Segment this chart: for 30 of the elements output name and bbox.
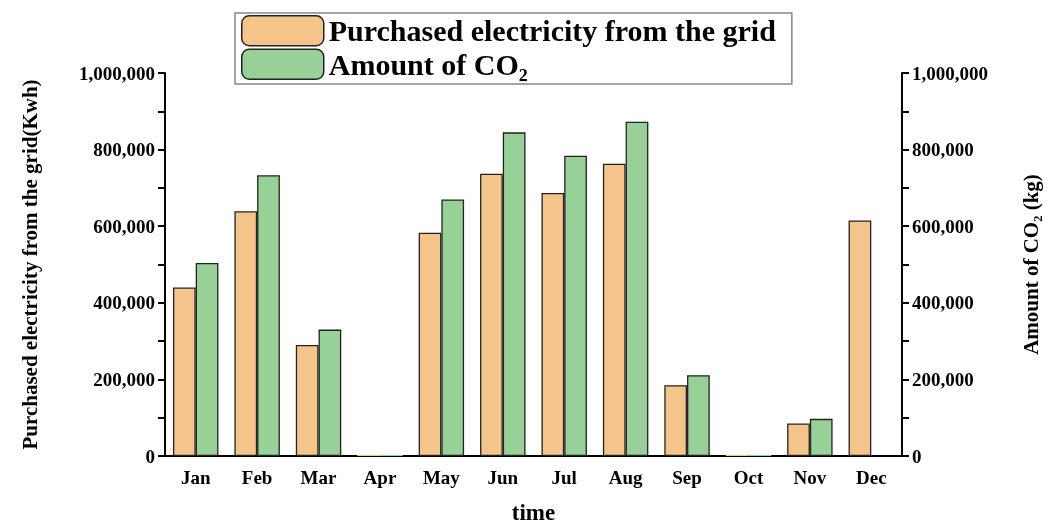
y2-tick-label: 400,000 bbox=[912, 292, 974, 314]
x-tick-label: Sep bbox=[672, 467, 702, 488]
bar bbox=[848, 220, 872, 456]
y-axis-title: Purchased electricity from the grid(Kwh) bbox=[17, 79, 42, 450]
y-tick-label: 800,000 bbox=[93, 139, 155, 161]
legend-label: Purchased electricity from the grid bbox=[328, 14, 777, 48]
x-tick-label: Jun bbox=[487, 467, 519, 488]
x-tick-label: Oct bbox=[733, 467, 764, 488]
x-tick-label: Feb bbox=[241, 467, 273, 488]
x-tick-label: Dec bbox=[855, 467, 887, 488]
x-tick-label: Mar bbox=[300, 467, 338, 488]
y2-tick-label: 800,000 bbox=[912, 139, 974, 161]
y-tick-label: 1,000,000 bbox=[79, 62, 155, 84]
x-tick-label: Nov bbox=[793, 467, 827, 488]
y-tick-label: 400,000 bbox=[93, 292, 155, 314]
x-axis-title: time bbox=[511, 500, 556, 525]
x-tick-label: Aug bbox=[608, 467, 644, 488]
y-tick-label: 200,000 bbox=[93, 368, 155, 390]
y2-tick-label: 0 bbox=[912, 445, 922, 467]
x-tick-label: May bbox=[422, 467, 461, 488]
x-tick-label: Jan bbox=[180, 467, 211, 488]
y2-tick-label: 200,000 bbox=[912, 368, 974, 390]
y2-axis-title: Amount of CO₂ (kg) bbox=[1018, 174, 1043, 355]
x-tick-label: Jul bbox=[551, 467, 577, 488]
y2-tick-label: 600,000 bbox=[912, 215, 974, 237]
x-tick-label: Apr bbox=[363, 467, 397, 488]
y-tick-label: 0 bbox=[145, 445, 155, 467]
legend-label: Amount of CO₂ bbox=[328, 47, 528, 81]
y2-tick-label: 1,000,000 bbox=[912, 62, 988, 84]
y-tick-label: 600,000 bbox=[93, 215, 155, 237]
